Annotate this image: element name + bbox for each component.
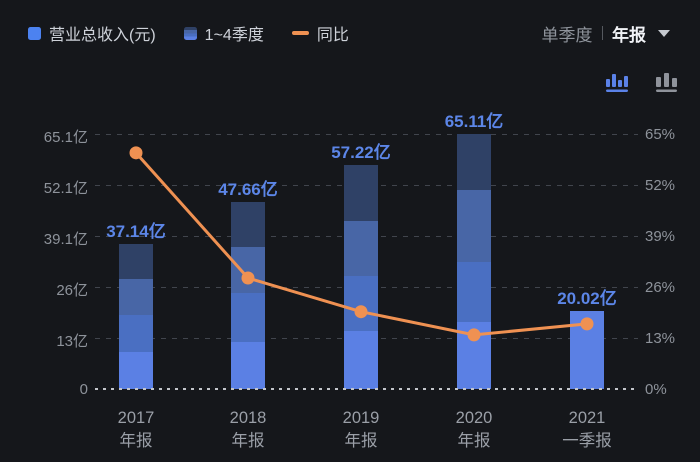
bar-2017[interactable] xyxy=(119,243,153,389)
bar-segment-q1 xyxy=(119,352,153,389)
y-axis-tick-left: 65.1亿 xyxy=(43,129,88,146)
bar-2018[interactable] xyxy=(231,202,265,389)
bar-segment-q4 xyxy=(457,133,491,190)
bar-segment-q4 xyxy=(231,202,265,248)
yoy-point[interactable] xyxy=(129,146,143,160)
bar-2020[interactable] xyxy=(457,133,491,389)
bar-segment-q1 xyxy=(231,341,265,389)
chart-type-toolbar xyxy=(604,69,681,94)
revenue-swatch-icon xyxy=(28,26,41,40)
bar-segment-q3 xyxy=(231,247,265,294)
bar-2021[interactable] xyxy=(570,310,604,389)
legend-item-yoy[interactable]: 同比 xyxy=(291,21,349,45)
bar-segment-q2 xyxy=(457,262,491,323)
bar-value-label: 47.66亿 xyxy=(218,180,278,200)
legend-label-yoy: 同比 xyxy=(316,27,349,44)
x-axis-label: 2020 年报 xyxy=(455,409,493,450)
y-axis-tick-left: 0 xyxy=(79,381,88,398)
x-axis-label: 2021 一季报 xyxy=(562,409,612,450)
bar-segment-q3 xyxy=(344,220,378,276)
bar-value-label: 20.02亿 xyxy=(557,288,617,308)
legend-item-quarters[interactable]: 1~4季度 xyxy=(183,21,264,45)
gridline xyxy=(95,134,638,135)
y-axis-tick-right: 65% xyxy=(645,126,676,143)
bar-segment-q1 xyxy=(344,331,378,389)
tab-single-quarter[interactable]: 单季度 xyxy=(541,25,593,45)
zero-gridline xyxy=(95,388,638,390)
legend-label-revenue: 营业总收入(元) xyxy=(49,27,156,44)
bar-value-label: 37.14亿 xyxy=(106,221,166,241)
bar-value-label: 57.22亿 xyxy=(331,142,391,162)
y-axis-tick-right: 52% xyxy=(645,176,676,194)
bar-segment-q1 xyxy=(457,322,491,389)
chevron-down-icon[interactable] xyxy=(658,29,670,37)
legend-item-revenue[interactable]: 营业总收入(元) xyxy=(28,21,156,45)
y-axis-tick-left: 13亿 xyxy=(56,333,88,351)
separator xyxy=(601,26,603,40)
bar-segment-q4 xyxy=(119,243,153,279)
y-axis-tick-left: 39.1亿 xyxy=(43,230,88,248)
bar-segment-q3 xyxy=(119,278,153,316)
y-axis-tick-right: 13% xyxy=(645,330,676,348)
legend: 营业总收入(元) 1~4季度 同比 xyxy=(28,21,349,45)
bar-segment-q2 xyxy=(119,315,153,353)
bar-segment-q3 xyxy=(457,190,491,263)
period-selector: 单季度 年报 xyxy=(541,21,670,46)
bar-segment-q2 xyxy=(344,275,378,332)
bar-chart-icon[interactable] xyxy=(653,69,681,94)
yoy-line-swatch-icon xyxy=(291,30,309,36)
y-axis-tick-left: 52.1亿 xyxy=(43,179,88,197)
y-axis-tick-left: 26亿 xyxy=(56,282,88,300)
bar-value-label: 65.11亿 xyxy=(444,111,504,131)
y-axis-tick-right: 39% xyxy=(645,227,676,245)
y-axis-tick-right: 0% xyxy=(645,381,667,398)
x-axis-label: 2018 年报 xyxy=(229,409,267,450)
bar-segment-q2 xyxy=(231,293,265,342)
legend-label-quarters: 1~4季度 xyxy=(204,27,264,44)
quarters-swatch-icon xyxy=(183,26,197,40)
tab-annual-report[interactable]: 年报 xyxy=(612,25,646,45)
bar-segment-q1 xyxy=(570,310,604,389)
bar-segment-q4 xyxy=(344,164,378,221)
x-axis-label: 2017 年报 xyxy=(117,409,155,450)
stacked-bar-chart-icon[interactable] xyxy=(604,69,632,94)
y-axis-tick-right: 26% xyxy=(645,279,676,297)
chart-header: 营业总收入(元) 1~4季度 同比 单季度 年报 xyxy=(28,20,670,46)
bar-2019[interactable] xyxy=(344,164,378,389)
x-axis-label: 2019 年报 xyxy=(342,409,380,450)
